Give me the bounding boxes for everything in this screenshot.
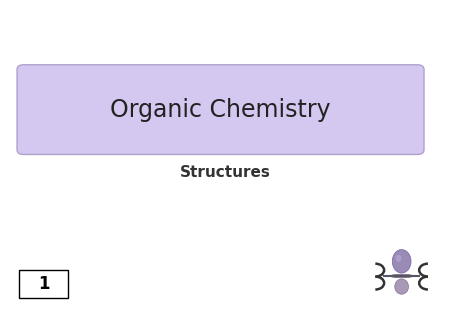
FancyBboxPatch shape xyxy=(17,65,424,154)
Text: Organic Chemistry: Organic Chemistry xyxy=(110,98,331,122)
Ellipse shape xyxy=(396,255,401,262)
Text: Structures: Structures xyxy=(180,165,270,180)
Ellipse shape xyxy=(391,274,413,278)
Ellipse shape xyxy=(392,250,411,273)
Ellipse shape xyxy=(395,279,409,294)
FancyBboxPatch shape xyxy=(19,271,68,298)
Text: 1: 1 xyxy=(38,275,50,293)
